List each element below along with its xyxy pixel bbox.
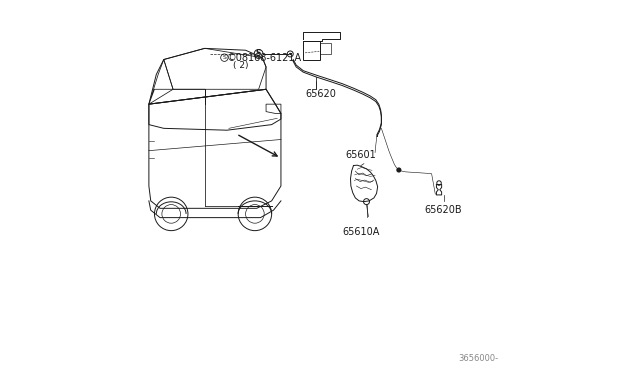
Text: 65620: 65620 xyxy=(306,89,337,99)
Circle shape xyxy=(397,168,401,172)
Text: 65610A: 65610A xyxy=(342,227,380,237)
Text: S: S xyxy=(223,55,227,60)
Text: S: S xyxy=(256,49,261,58)
Text: ©08168-6121A: ©08168-6121A xyxy=(227,53,301,62)
Text: 65601: 65601 xyxy=(346,150,376,160)
Text: 3656000-: 3656000- xyxy=(458,354,499,363)
Text: 65620B: 65620B xyxy=(425,205,462,215)
Text: ( 2): ( 2) xyxy=(232,61,248,70)
Circle shape xyxy=(289,53,291,55)
